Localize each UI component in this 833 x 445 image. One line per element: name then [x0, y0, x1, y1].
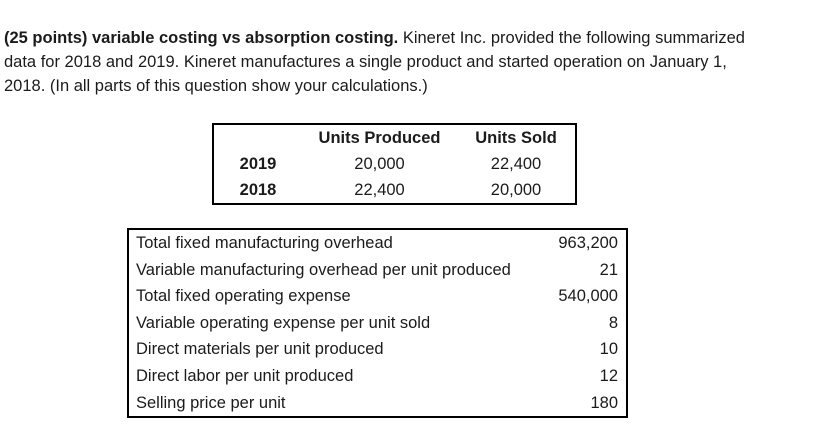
cost-label-cell: Variable operating expense per unit sold [136, 313, 431, 332]
table-row: Direct labor per unit produced 12 [129, 363, 626, 390]
problem-statement: (25 points) variable costing vs absorpti… [4, 26, 830, 98]
cost-value-cell: 963,200 [558, 234, 618, 252]
year-cell: 2019 [239, 155, 277, 173]
table-row: Variable manufacturing overhead per unit… [129, 257, 626, 284]
cost-value-cell: 8 [608, 313, 618, 332]
cost-value-cell: 21 [599, 260, 618, 279]
problem-statement-line-1: (25 points) variable costing vs absorpti… [4, 26, 830, 50]
problem-statement-line-3: 2018. (In all parts of this question sho… [4, 77, 428, 95]
cost-label-cell: Variable manufacturing overhead per unit… [136, 260, 511, 279]
cost-label-cell: Total fixed operating expense [136, 287, 351, 306]
units-produced-cell: 20,000 [354, 155, 405, 173]
units-table-header-blank [214, 125, 302, 151]
cost-value-cell: 540,000 [558, 287, 618, 306]
units-table-header-row: Units Produced Units Sold [214, 125, 575, 151]
units-sold-cell: 22,400 [490, 155, 542, 173]
units-table: Units Produced Units Sold 2019 20,000 22… [212, 123, 577, 205]
table-row: Total fixed operating expense 540,000 [129, 283, 626, 310]
cost-label-cell: Direct labor per unit produced [136, 366, 354, 385]
cost-value-cell: 180 [590, 393, 618, 412]
table-row: Total fixed manufacturing overhead 963,2… [129, 230, 626, 257]
units-table-header-sold: Units Sold [475, 129, 557, 147]
cost-label-cell: Selling price per unit [136, 393, 286, 412]
problem-points-title: (25 points) variable costing vs absorpti… [4, 29, 399, 47]
table-row: Selling price per unit 180 [129, 390, 626, 417]
units-sold-cell: 20,000 [490, 181, 542, 199]
units-produced-cell: 22,400 [354, 181, 405, 199]
table-row: Variable operating expense per unit sold… [129, 310, 626, 337]
problem-description-part: Kineret Inc. provided the following summ… [398, 29, 745, 47]
cost-data-table: Total fixed manufacturing overhead 963,2… [127, 228, 628, 419]
table-row: 2018 22,400 20,000 [214, 177, 575, 203]
cost-value-cell: 12 [599, 366, 618, 385]
units-table-header-produced: Units Produced [318, 129, 441, 147]
cost-value-cell: 10 [599, 340, 618, 359]
table-row: Direct materials per unit produced 10 [129, 336, 626, 363]
year-cell: 2018 [239, 181, 277, 199]
cost-label-cell: Direct materials per unit produced [136, 340, 384, 359]
problem-statement-line-2: data for 2018 and 2019. Kineret manufact… [4, 53, 727, 71]
table-row: 2019 20,000 22,400 [214, 151, 575, 177]
cost-label-cell: Total fixed manufacturing overhead [136, 234, 393, 252]
